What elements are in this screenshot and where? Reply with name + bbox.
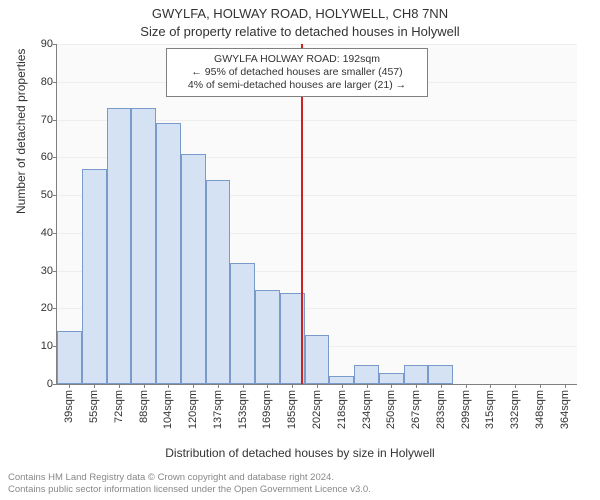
x-tick-mark	[515, 384, 516, 388]
y-tick-mark	[53, 44, 57, 45]
histogram-bar	[379, 373, 404, 384]
histogram-bar	[206, 180, 231, 384]
y-tick-label: 60	[41, 151, 53, 163]
histogram-bar	[329, 376, 354, 384]
y-tick-label: 20	[41, 302, 53, 314]
y-tick-label: 50	[41, 189, 53, 201]
x-tick-label: 218sqm	[336, 390, 348, 429]
y-tick-label: 40	[41, 227, 53, 239]
histogram-bar	[230, 263, 255, 384]
histogram-bar	[57, 331, 82, 384]
chart-title-sub: Size of property relative to detached ho…	[0, 24, 600, 39]
x-tick-mark	[391, 384, 392, 388]
x-tick-mark	[168, 384, 169, 388]
histogram-bar	[404, 365, 429, 384]
x-tick-mark	[267, 384, 268, 388]
x-tick-mark	[565, 384, 566, 388]
footer-line-1: Contains HM Land Registry data © Crown c…	[8, 472, 371, 484]
x-tick-mark	[94, 384, 95, 388]
x-tick-label: 234sqm	[361, 390, 373, 429]
footer-line-2: Contains public sector information licen…	[8, 484, 371, 496]
y-tick-mark	[53, 195, 57, 196]
x-tick-mark	[466, 384, 467, 388]
x-axis-label: Distribution of detached houses by size …	[0, 446, 600, 460]
histogram-bar	[428, 365, 453, 384]
x-tick-label: 120sqm	[187, 390, 199, 429]
x-tick-mark	[490, 384, 491, 388]
chart-container: GWYLFA, HOLWAY ROAD, HOLYWELL, CH8 7NN S…	[0, 0, 600, 500]
histogram-bar	[131, 108, 156, 384]
y-tick-mark	[53, 82, 57, 83]
x-tick-label: 137sqm	[212, 390, 224, 429]
histogram-bar	[181, 154, 206, 384]
x-tick-label: 283sqm	[435, 390, 447, 429]
histogram-bar	[107, 108, 132, 384]
x-tick-mark	[243, 384, 244, 388]
x-tick-mark	[144, 384, 145, 388]
histogram-bar	[255, 290, 280, 384]
y-tick-mark	[53, 120, 57, 121]
x-tick-label: 202sqm	[311, 390, 323, 429]
x-tick-label: 267sqm	[410, 390, 422, 429]
histogram-bar	[156, 123, 181, 384]
y-tick-label: 80	[41, 76, 53, 88]
grid-line	[57, 44, 577, 45]
y-tick-mark	[53, 157, 57, 158]
y-tick-label: 30	[41, 265, 53, 277]
x-tick-label: 153sqm	[237, 390, 249, 429]
x-tick-label: 72sqm	[113, 390, 125, 423]
x-tick-mark	[416, 384, 417, 388]
x-tick-label: 315sqm	[484, 390, 496, 429]
histogram-bar	[82, 169, 107, 384]
y-tick-label: 70	[41, 114, 53, 126]
x-tick-label: 299sqm	[460, 390, 472, 429]
x-tick-label: 185sqm	[286, 390, 298, 429]
x-tick-label: 364sqm	[559, 390, 571, 429]
histogram-bar	[354, 365, 379, 384]
x-tick-mark	[317, 384, 318, 388]
x-tick-label: 348sqm	[534, 390, 546, 429]
x-tick-label: 104sqm	[162, 390, 174, 429]
x-tick-mark	[193, 384, 194, 388]
x-tick-mark	[69, 384, 70, 388]
y-tick-label: 0	[47, 378, 53, 390]
footer-attribution: Contains HM Land Registry data © Crown c…	[8, 472, 371, 496]
x-tick-label: 55sqm	[88, 390, 100, 423]
y-tick-label: 10	[41, 340, 53, 352]
x-tick-mark	[367, 384, 368, 388]
chart-title-main: GWYLFA, HOLWAY ROAD, HOLYWELL, CH8 7NN	[0, 6, 600, 21]
x-tick-label: 250sqm	[385, 390, 397, 429]
y-tick-label: 90	[41, 38, 53, 50]
x-tick-mark	[218, 384, 219, 388]
y-tick-mark	[53, 308, 57, 309]
x-tick-label: 332sqm	[509, 390, 521, 429]
x-tick-mark	[540, 384, 541, 388]
marker-info-box: GWYLFA HOLWAY ROAD: 192sqm← 95% of detac…	[166, 48, 428, 97]
y-tick-mark	[53, 384, 57, 385]
y-axis-label: Number of detached properties	[14, 49, 28, 214]
x-tick-mark	[119, 384, 120, 388]
info-box-line: 4% of semi-detached houses are larger (2…	[173, 79, 421, 92]
histogram-bar	[305, 335, 330, 384]
x-tick-mark	[342, 384, 343, 388]
y-tick-mark	[53, 233, 57, 234]
x-tick-mark	[292, 384, 293, 388]
plot-area: 010203040506070809039sqm55sqm72sqm88sqm1…	[56, 44, 577, 385]
x-tick-label: 39sqm	[63, 390, 75, 423]
info-box-line: ← 95% of detached houses are smaller (45…	[173, 66, 421, 79]
info-box-line: GWYLFA HOLWAY ROAD: 192sqm	[173, 53, 421, 66]
x-tick-label: 88sqm	[138, 390, 150, 423]
y-tick-mark	[53, 271, 57, 272]
x-tick-label: 169sqm	[261, 390, 273, 429]
x-tick-mark	[441, 384, 442, 388]
